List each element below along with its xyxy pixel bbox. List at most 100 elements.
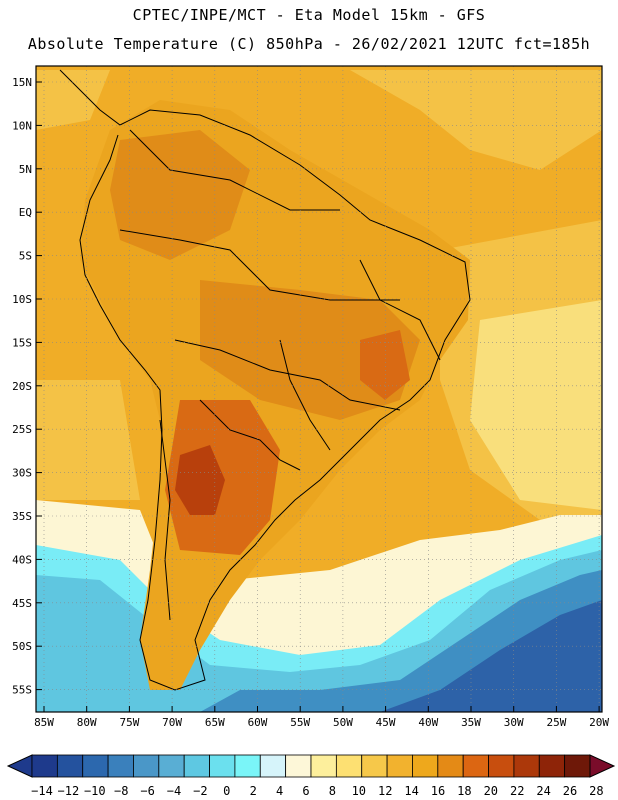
lon-label-70w: 70W: [162, 716, 182, 729]
lat-label-20s: 20S: [12, 380, 32, 393]
lat-label-55s: 55S: [12, 684, 32, 697]
colorbar-label: 26: [563, 784, 577, 798]
lat-label-40s: 40S: [12, 553, 32, 566]
colorbar-swatch: [335, 754, 363, 778]
lon-label-60w: 60W: [248, 716, 268, 729]
lat-label-45s: 45S: [12, 597, 32, 610]
lon-label-30w: 30W: [504, 716, 524, 729]
colorbar-label: 16: [431, 784, 445, 798]
lat-label-25s: 25S: [12, 423, 32, 436]
colorbar-swatch: [437, 754, 464, 778]
colorbar-swatch: [564, 754, 591, 778]
map-title: CPTEC/INPE/MCT - Eta Model 15km - GFS: [132, 6, 486, 24]
ocean-mid-area-west: [36, 380, 140, 500]
colorbar-label: 20: [484, 784, 498, 798]
lon-label-20w: 20W: [589, 716, 609, 729]
colorbar-swatch: [538, 754, 566, 778]
colorbar-swatch: [412, 754, 439, 778]
colorbar-label: −8: [114, 784, 128, 798]
lat-label-10n: 10N: [12, 119, 32, 132]
longitude-labels: 85W 80W 75W 70W 65W 60W 55W 50W 45W 40W 35W 30W 25W 2…: [34, 706, 609, 729]
colorbar-swatch: [158, 754, 185, 778]
border-central: [174, 339, 401, 411]
colorbar-swatch: [310, 754, 337, 778]
colorbar-label: 0: [223, 784, 230, 798]
lon-label-55w: 55W: [290, 716, 310, 729]
colorbar-swatch: [513, 754, 540, 778]
lat-label-eq: EQ: [19, 206, 32, 219]
colorbar-label: 10: [352, 784, 366, 798]
colorbar-label: −10: [84, 784, 106, 798]
hot-area-east: [360, 330, 410, 400]
border-parana: [199, 399, 301, 471]
lat-label-15n: 15N: [12, 76, 32, 89]
colorbar-swatch: [133, 754, 160, 778]
border-northeast: [359, 259, 441, 361]
lat-label-5s: 5S: [19, 250, 32, 263]
colorbar-label: −12: [58, 784, 80, 798]
ocean-mid-area-pacific: [36, 70, 110, 130]
map-frame: [35, 65, 603, 713]
colorbar-swatch: [183, 754, 210, 778]
hottest-area: [175, 445, 225, 515]
border-amazon: [119, 229, 400, 301]
lat-label-50s: 50S: [12, 640, 32, 653]
colorbar-label: 12: [378, 784, 392, 798]
colorbar-label: −4: [167, 784, 181, 798]
colorbar-label: −14: [31, 784, 53, 798]
cold-deepblue-band: [380, 600, 602, 712]
latitude-labels: 15N 10N 5N EQ 5S 10S 15S 20S 25S 30S 35S 40S 45S 50S 5…: [12, 76, 42, 697]
ocean-mid-area-north: [350, 70, 602, 170]
coastlines-borders: [59, 69, 471, 691]
lon-label-35w: 35W: [461, 716, 481, 729]
colorbar-swatch: [488, 754, 515, 778]
colorbar-label: 8: [329, 784, 336, 798]
lat-label-35s: 35S: [12, 510, 32, 523]
colorbar-swatch: [259, 754, 287, 778]
colorbar-label: 24: [536, 784, 550, 798]
lon-label-85w: 85W: [34, 716, 54, 729]
colorbar-label: −6: [140, 784, 154, 798]
colorbar-swatch: [56, 754, 84, 778]
colorbar-max-arrow: [589, 754, 616, 778]
lat-label-10s: 10S: [12, 293, 32, 306]
lon-label-75w: 75W: [119, 716, 139, 729]
lon-label-80w: 80W: [77, 716, 97, 729]
lon-label-25w: 25W: [546, 716, 566, 729]
colorbar-label: −2: [193, 784, 207, 798]
lat-label-30s: 30S: [12, 467, 32, 480]
colorbar-swatch: [209, 754, 236, 778]
lat-label-5n: 5N: [19, 163, 32, 176]
colorbar-label: 22: [510, 784, 524, 798]
colorbar-label: 6: [302, 784, 309, 798]
border-north: [129, 129, 340, 211]
colorbar-swatch: [107, 754, 134, 778]
continent-coastline: [59, 69, 471, 691]
colorbar-swatch: [386, 754, 413, 778]
colorbar-min-arrow: [6, 754, 33, 778]
colorbar-swatch: [462, 754, 489, 778]
colorbar-swatch: [82, 754, 109, 778]
lon-label-50w: 50W: [333, 716, 353, 729]
lon-label-65w: 65W: [205, 716, 225, 729]
ocean-light-area-east: [470, 300, 602, 510]
map-subtitle: Absolute Temperature (C) 850hPa - 26/02/…: [27, 35, 591, 53]
lon-label-40w: 40W: [418, 716, 438, 729]
colorbar-swatch: [234, 754, 261, 778]
lat-label-15s: 15S: [12, 336, 32, 349]
colorbar-label: 14: [404, 784, 418, 798]
temperature-field: [36, 66, 602, 712]
colorbar-swatch: [361, 754, 388, 778]
colorbar-label: 4: [276, 784, 283, 798]
hot-area-central: [200, 280, 420, 420]
colorbar-label: 18: [457, 784, 471, 798]
border-andes: [159, 419, 171, 621]
colorbar-label: 28: [589, 784, 603, 798]
colorbar: [6, 754, 616, 778]
lon-label-45w: 45W: [376, 716, 396, 729]
colorbar-label: 2: [250, 784, 257, 798]
colorbar-swatch: [31, 754, 58, 778]
border-brazil-states: [279, 339, 331, 451]
colorbar-swatch: [285, 754, 312, 778]
